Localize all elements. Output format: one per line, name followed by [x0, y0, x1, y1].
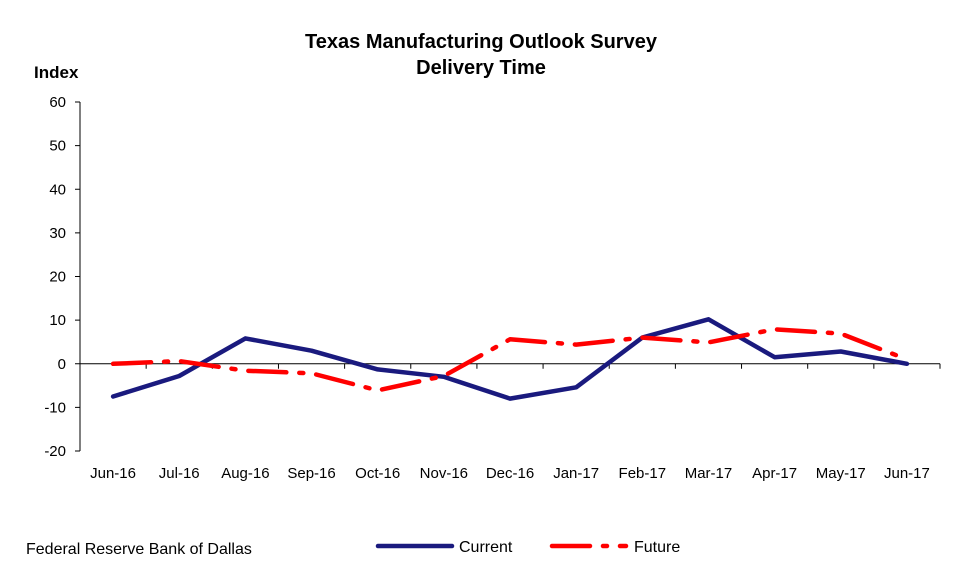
x-tick-label: Jan-17 — [553, 465, 599, 482]
x-tick-label: Dec-16 — [486, 465, 534, 482]
series-layer — [110, 317, 910, 401]
source-note: Federal Reserve Bank of Dallas — [26, 541, 252, 558]
x-tick-labels: Jun-16 Jul-16 Aug-16 Sep-16 Oct-16 Nov-16 Dec-… — [90, 465, 930, 482]
y-tick-label: 0 — [58, 356, 66, 373]
y-tick-label: 20 — [49, 269, 66, 286]
legend-label-future: Future — [634, 539, 680, 556]
x-tick-label: Apr-17 — [752, 465, 797, 482]
axes — [75, 101, 941, 452]
y-tick-label: 10 — [49, 312, 66, 329]
x-tick-label: Nov-16 — [420, 465, 468, 482]
y-tick-label: -20 — [44, 443, 66, 460]
x-tick-label: Mar-17 — [685, 465, 733, 482]
x-tick-label: Jun-16 — [90, 465, 136, 482]
x-tick-label: Sep-16 — [287, 465, 335, 482]
legend-label-current: Current — [459, 539, 513, 556]
chart-subtitle: Delivery Time — [416, 57, 546, 79]
chart-title: Texas Manufacturing Outlook Survey — [305, 31, 658, 53]
y-axis-title: Index — [34, 63, 79, 82]
y-tick-label: 60 — [49, 94, 66, 111]
x-tick-label: Jun-17 — [884, 465, 930, 482]
legend: Current Future — [375, 539, 680, 556]
series-line-current — [110, 317, 910, 401]
y-tick-label: 40 — [49, 181, 66, 198]
y-tick-label: 30 — [49, 225, 66, 242]
y-tick-label: -10 — [44, 399, 66, 416]
x-tick-label: May-17 — [816, 465, 866, 482]
series-line-future — [110, 327, 910, 393]
x-tick-label: Jul-16 — [159, 465, 200, 482]
y-tick-labels: -20 -10 0 10 20 30 40 50 60 — [44, 94, 66, 460]
y-tick-label: 50 — [49, 138, 66, 155]
x-tick-label: Feb-17 — [619, 465, 667, 482]
x-tick-label: Aug-16 — [221, 465, 269, 482]
x-tick-label: Oct-16 — [355, 465, 400, 482]
